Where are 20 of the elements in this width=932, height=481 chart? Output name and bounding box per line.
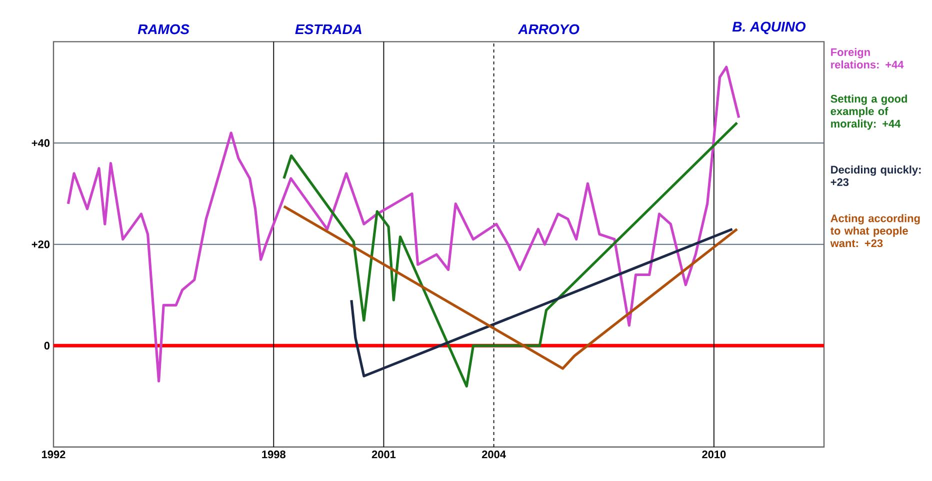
line-series	[282, 205, 738, 370]
y-tick-label: +20	[32, 240, 50, 248]
x-tick-label: 1998	[262, 450, 286, 458]
text: ARROYO	[518, 24, 580, 34]
x-tick-label: 1992	[42, 450, 66, 458]
text: Setting a good example of morality: +44	[830, 94, 907, 130]
x-tick-label: 2004	[482, 450, 506, 458]
line-series	[282, 121, 738, 388]
text: RAMOS	[138, 24, 190, 34]
y-tick-label: 0	[44, 342, 50, 350]
text: ESTRADA	[295, 24, 362, 34]
text: B. AQUINO	[732, 22, 806, 34]
text: Foreign relations: +44	[831, 48, 904, 68]
text: Acting according to what people want: +23	[830, 214, 920, 248]
x-tick-label: 2010	[702, 450, 726, 458]
line-series	[66, 66, 740, 382]
line-series	[350, 228, 734, 378]
y-tick-label: +40	[32, 139, 50, 147]
text: Deciding quickly: +23	[830, 166, 921, 186]
x-tick-label: 2001	[372, 450, 396, 458]
